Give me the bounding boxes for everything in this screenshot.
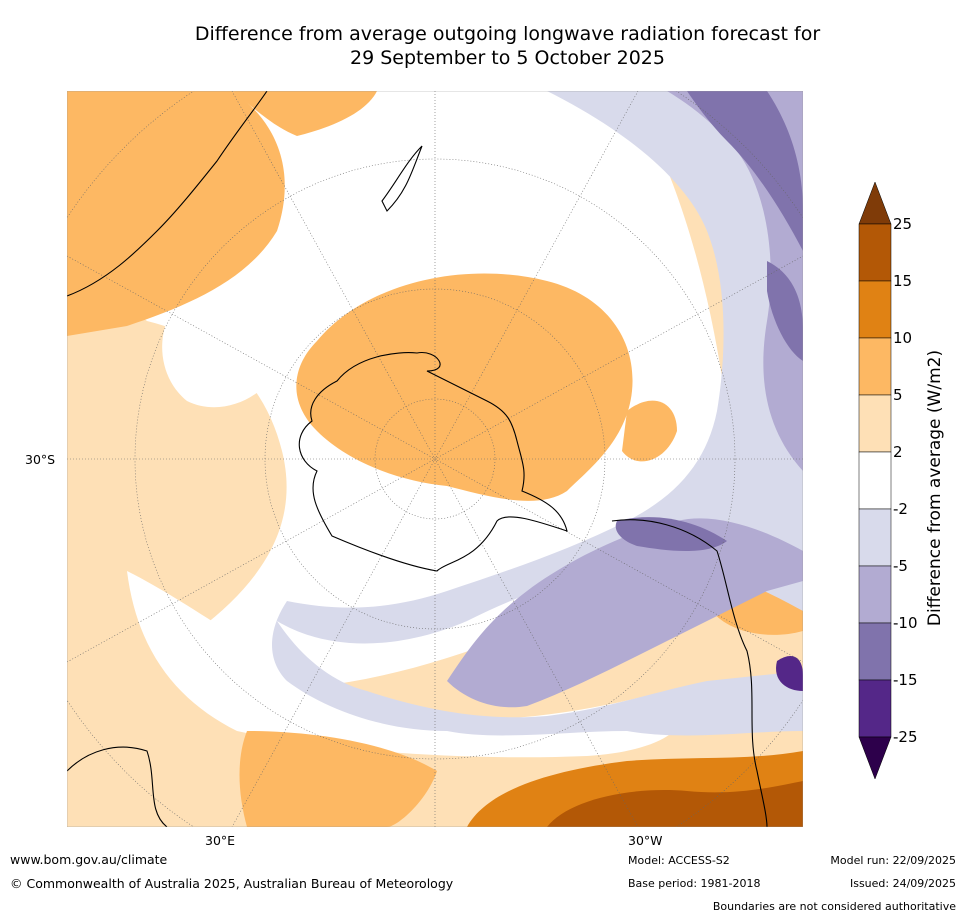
colorbar-bin <box>858 280 892 339</box>
anomaly-neg-10-15 <box>687 91 803 251</box>
anomaly-orange-top <box>232 91 377 136</box>
axis-label-30e: 30°E <box>205 833 236 848</box>
anomaly-neg-10-15-peninsula <box>615 517 727 551</box>
south-america-coastline <box>611 519 768 827</box>
colorbar-bin <box>858 622 892 681</box>
title-line-2: 29 September to 5 October 2025 <box>350 47 665 69</box>
colorbar-bin <box>858 394 892 453</box>
colorbar-bin <box>858 679 892 738</box>
footer-model: Model: ACCESS-S2 <box>628 854 730 867</box>
colorbar-tick-label: -15 <box>893 671 918 689</box>
colorbar-tick-label: -5 <box>893 557 908 575</box>
chart-title: Difference from average outgoing longwav… <box>60 22 955 70</box>
colorbar-tick-label: -10 <box>893 614 918 632</box>
footer-base-period: Base period: 1981-2018 <box>628 877 761 890</box>
graticule <box>67 91 803 827</box>
colorbar-bin <box>858 508 892 567</box>
colorbar-bin <box>858 223 892 282</box>
footer-issued: Issued: 24/09/2025 <box>849 877 956 890</box>
anomaly-orange-east <box>622 400 677 462</box>
colorbar-extend-top <box>858 181 892 225</box>
coastlines <box>67 91 768 827</box>
footer-url[interactable]: www.bom.gov.au/climate <box>10 852 168 867</box>
footer-disclaimer: Boundaries are not considered authoritat… <box>712 900 956 913</box>
colorbar-bin <box>858 337 892 396</box>
colorbar-bin <box>858 565 892 624</box>
neutral-region-left <box>162 302 287 408</box>
colorbar-extend-bottom <box>858 736 892 780</box>
colorbar: 25 15 10 5 2 -2 -5 -10 -15 -25 <box>858 181 918 780</box>
colorbar-tick-label: 25 <box>893 215 912 233</box>
neutral-band-lower <box>127 571 683 758</box>
anomaly-central-orange <box>296 273 633 501</box>
axis-label-30w: 30°W <box>628 833 663 848</box>
anomaly-neg-15-25 <box>776 656 803 691</box>
australia-coastline <box>67 91 268 297</box>
title-line-1: Difference from average outgoing longwav… <box>194 23 821 45</box>
africa-coastline <box>67 746 168 827</box>
colorbar-tick-label: 15 <box>893 272 912 290</box>
footer-copyright: © Commonwealth of Australia 2025, Austra… <box>10 876 454 891</box>
anomaly-brown <box>547 781 803 827</box>
colorbar-tick-label: 10 <box>893 329 912 347</box>
colorbar-tick-label: -25 <box>893 728 918 746</box>
antarctica-coastline <box>298 352 568 572</box>
colorbar-title: Difference from average (W/m2) <box>925 349 945 627</box>
anomaly-orange-bottom-left <box>239 731 437 827</box>
anomaly-orange-top-left <box>67 91 285 336</box>
colorbar-tick-label: -2 <box>893 500 908 518</box>
colorbar-tick-label: 5 <box>893 386 903 404</box>
anomaly-neg-5-10 <box>447 91 803 708</box>
colorbar-bin <box>858 451 892 510</box>
axis-label-30s: 30°S <box>25 452 56 467</box>
anomaly-neg-10-15-east <box>767 261 803 361</box>
anomaly-map <box>67 91 803 827</box>
colorbar-tick-label: 2 <box>893 443 903 461</box>
footer-model-run: Model run: 22/09/2025 <box>830 854 956 867</box>
new-zealand-coastline <box>381 145 423 212</box>
